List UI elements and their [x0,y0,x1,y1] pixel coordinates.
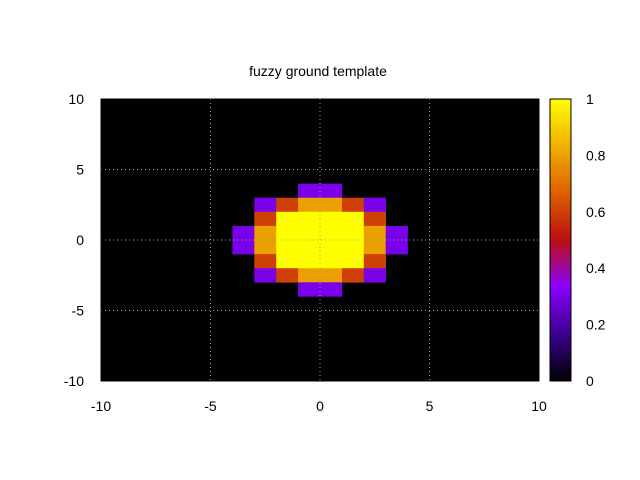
y-tick-label: 0 [76,232,84,248]
heatmap-cell [363,254,386,269]
heatmap-cell [254,211,277,227]
grid-lines [101,99,539,381]
heatmap-cell [320,240,343,255]
heatmap-cell [320,225,343,241]
colorbar-tick-label: 1 [586,91,594,107]
x-tick-label: 5 [426,398,434,414]
colorbar-ticks: 1 0.8 0.6 0.4 0.2 0 [586,91,606,389]
heatmap-cell [341,268,365,283]
x-axis: -10 -5 0 5 10 [91,398,547,414]
heatmap-cell [363,268,386,283]
chart-title: fuzzy ground template [249,63,387,79]
heatmap-cell [363,240,386,255]
heatmap-cells [232,183,408,297]
colorbar-tick-label: 0 [586,373,594,389]
heatmap-cell [298,282,321,297]
heatmap-cell [254,225,277,241]
heatmap-cell [298,254,321,269]
heatmap-cell [363,197,386,213]
heatmap-cell [276,268,299,283]
heatmap-cell [254,240,277,255]
heatmap-cell [298,211,321,227]
heatmap-cell [341,240,365,255]
x-tick-label: -5 [204,398,217,414]
colorbar-tick-label: 0.6 [586,204,606,220]
heatmap-cell [385,240,408,255]
heatmap-cell [276,225,299,241]
plot-frame [100,98,540,382]
heatmap-cell [341,225,365,241]
heatmap-cell [232,225,255,241]
y-tick-label: 10 [68,91,84,107]
heatmap-cell [320,197,343,213]
heatmap-cell [276,254,299,269]
heatmap-cell [276,197,299,213]
heatmap-cell [276,211,299,227]
heatmap-cell [232,240,255,255]
colorbar-tick-label: 0.4 [586,260,606,276]
heatmap-cell [254,254,277,269]
y-tick-label: 5 [76,162,84,178]
heatmap-cell [341,197,365,213]
y-axis: 10 5 0 -5 -10 [64,91,84,389]
x-tick-label: 10 [531,398,547,414]
heatmap-cell [298,268,321,283]
heatmap-cell [320,183,343,198]
heatmap-cell [320,282,343,297]
heatmap-cell [254,197,277,213]
heatmap-cell [363,211,386,227]
heatmap-cell [298,240,321,255]
heatmap-cell [320,211,343,227]
x-tick-label: 0 [316,398,324,414]
heatmap-cell [298,183,321,198]
y-tick-label: -5 [72,303,85,319]
y-tick-label: -10 [64,373,84,389]
heatmap-cell [298,225,321,241]
heatmap-cell [276,240,299,255]
heatmap-cell [341,211,365,227]
x-tick-label: -10 [91,398,111,414]
heatmap-cell [254,268,277,283]
heatmap-cell [341,254,365,269]
colorbar-tick-label: 0.8 [586,147,606,163]
colorbar-gradient [549,98,572,382]
heatmap-cell [385,225,408,241]
heatmap-cell [320,254,343,269]
colorbar: 1 0.8 0.6 0.4 0.2 0 [549,91,606,389]
heatmap-cell [298,197,321,213]
heatmap-cell [363,225,386,241]
colorbar-tick-label: 0.2 [586,317,606,333]
heatmap-cell [320,268,343,283]
